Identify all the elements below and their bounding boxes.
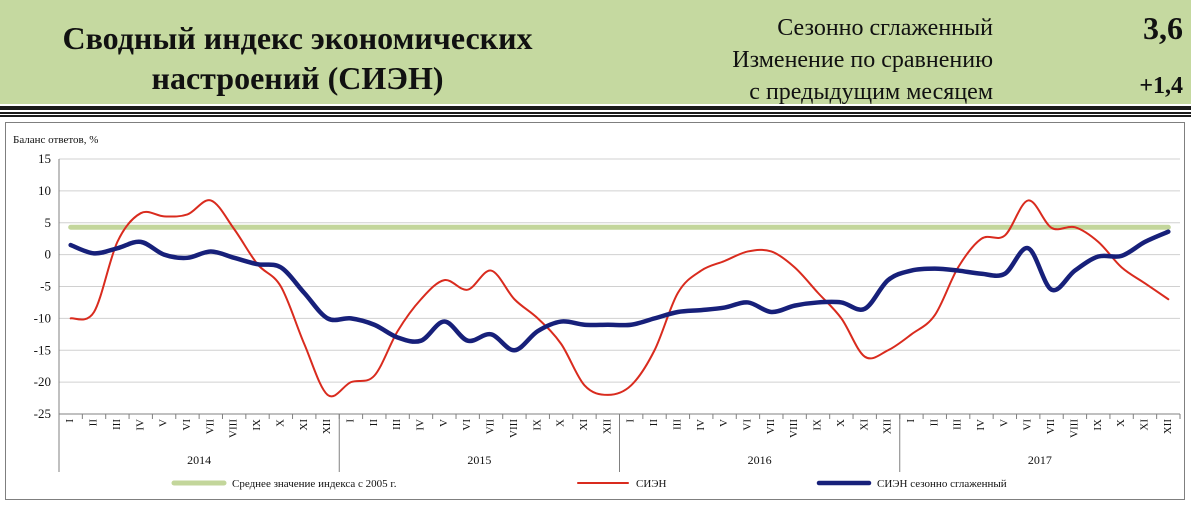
y-tick-label: 5 [45, 215, 52, 230]
x-tick-label: IV [134, 419, 146, 431]
x-tick-label: VII [765, 419, 777, 435]
x-tick-label: VIII [228, 419, 240, 438]
y-tick-label: -20 [34, 374, 51, 389]
x-tick-label: III [952, 419, 964, 430]
header-rule-thin-1 [0, 112, 1191, 114]
grid [59, 158, 1180, 415]
x-tick-label: X [835, 419, 847, 427]
change-label-line2: с предыдущим месяцем [749, 79, 993, 105]
x-tick-label: VI [461, 419, 473, 431]
change-value: +1,4 [1139, 73, 1183, 99]
x-tick-label: VIII [788, 419, 800, 438]
x-tick-label: VIII [1068, 419, 1080, 438]
change-label-line1: Изменение по сравнению [732, 47, 993, 73]
header-panel: Сводный индекс экономических настроений … [0, 0, 1191, 105]
x-tick-label: IV [695, 419, 707, 431]
x-tick-label: XI [298, 419, 310, 431]
header-rule-thin-2 [0, 115, 1191, 117]
x-tick-label: VII [204, 419, 216, 435]
x-tick-label: I [905, 419, 917, 423]
x-tick-label: X [1115, 419, 1127, 427]
x-tick-label: VI [741, 419, 753, 431]
y-tick-label: -25 [34, 406, 51, 421]
x-tick-label: I [344, 419, 356, 423]
y-axis-title: Баланс ответов, % [13, 134, 98, 146]
x-tick-label: VI [181, 419, 193, 431]
siein-seasonal-line [68, 229, 1171, 353]
year-label: 2015 [467, 453, 491, 467]
year-label: 2014 [187, 453, 211, 467]
x-tick-label: IX [1092, 419, 1104, 431]
y-tick-label: -5 [40, 279, 51, 294]
x-tick-label: V [718, 419, 730, 427]
header-rule-thick [0, 106, 1191, 110]
x-tick-label: III [391, 419, 403, 430]
x-tick-label: VIII [508, 419, 520, 438]
legend-item-siein-label: СИЭН [636, 478, 667, 490]
index-title: Сводный индекс экономических настроений … [62, 20, 533, 96]
x-tick-label: V [438, 419, 450, 427]
x-tick-label: III [111, 419, 123, 430]
x-tick-label: IX [531, 419, 543, 431]
x-tick-label: XI [578, 419, 590, 431]
x-tick-label: XI [858, 419, 870, 431]
x-tick-label: VI [1022, 419, 1034, 431]
legend: Среднее значение индекса с 2005 г. СИЭН СИ… [171, 478, 1007, 490]
x-tick-label: XI [1139, 419, 1151, 431]
x-tick-label: V [998, 419, 1010, 427]
x-tick-label: VII [1045, 419, 1057, 435]
x-tick-label: XII [601, 419, 613, 435]
x-tick-label: IX [812, 419, 824, 431]
y-tick-label: 10 [38, 183, 51, 198]
x-tick-label: III [671, 419, 683, 430]
x-tick-label: XII [321, 419, 333, 435]
siein-line [69, 199, 1170, 398]
x-tick-label: XII [1162, 419, 1174, 435]
y-tick-label: 0 [45, 247, 52, 262]
x-tick-label: X [274, 419, 286, 427]
x-tick-label: V [158, 419, 170, 427]
x-tick-label: II [88, 419, 100, 427]
year-label: 2016 [748, 453, 772, 467]
x-tick-label: II [928, 419, 940, 427]
chart-frame: Баланс ответов, % 15 10 5 0 -5 -10 -15 -20 -25 I I… [5, 122, 1185, 500]
x-tick-label: IX [251, 419, 263, 431]
x-tick-label: II [368, 419, 380, 427]
x-tick-label: I [64, 419, 76, 423]
x-tick-label: VII [485, 419, 497, 435]
y-tick-label: -10 [34, 310, 51, 325]
x-tick-label: IV [415, 419, 427, 431]
y-tick-label: 15 [38, 151, 51, 166]
seasonal-label: Сезонно сглаженный [777, 15, 993, 41]
x-tick-label: X [555, 419, 567, 427]
legend-item-average-label: Среднее значение индекса с 2005 г. [232, 478, 397, 490]
series-group [68, 199, 1171, 398]
x-tick-label: II [648, 419, 660, 427]
seasonal-value: 3,6 [1143, 10, 1183, 46]
x-tick-label: I [625, 419, 637, 423]
x-tick-label: XII [882, 419, 894, 435]
legend-item-siein-seasonal-label: СИЭН сезонно сглаженный [877, 478, 1007, 490]
x-tick-label: IV [975, 419, 987, 431]
year-label: 2017 [1028, 453, 1052, 467]
y-tick-label: -15 [34, 342, 51, 357]
